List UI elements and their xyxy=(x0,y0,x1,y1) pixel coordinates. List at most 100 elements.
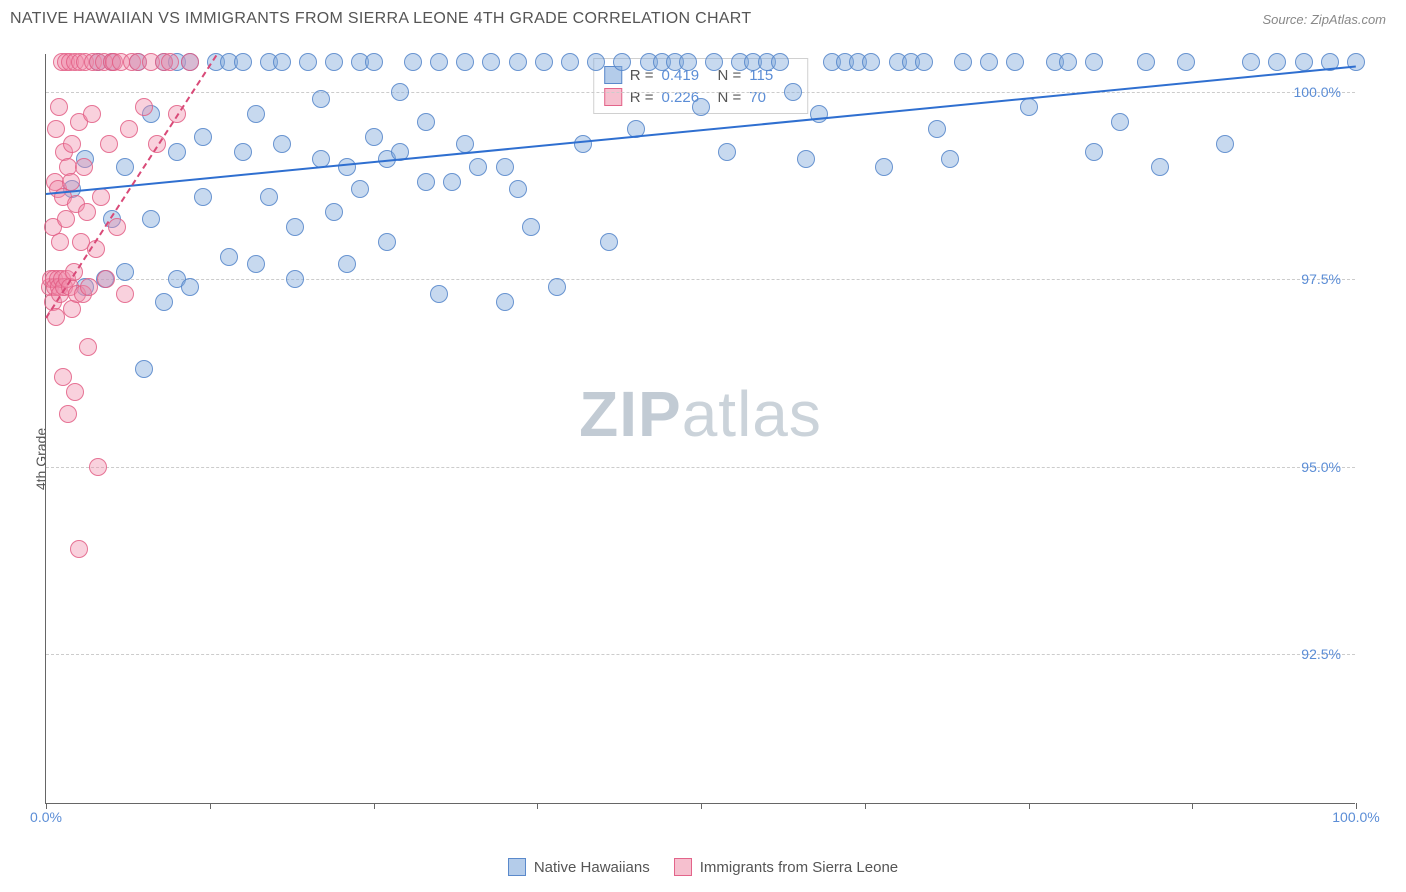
data-point xyxy=(718,143,736,161)
data-point xyxy=(181,53,199,71)
data-point xyxy=(941,150,959,168)
data-point xyxy=(1085,53,1103,71)
data-point xyxy=(79,338,97,356)
x-tick-label: 0.0% xyxy=(30,809,62,825)
data-point xyxy=(587,53,605,71)
data-point xyxy=(915,53,933,71)
series-legend: Native Hawaiians Immigrants from Sierra … xyxy=(0,858,1406,876)
chart-source: Source: ZipAtlas.com xyxy=(1262,12,1386,27)
gridline xyxy=(46,279,1355,280)
data-point xyxy=(784,83,802,101)
y-tick-label: 92.5% xyxy=(1301,646,1341,662)
chart-container: 4th Grade ZIPatlas R = 0.419 N = 115 R =… xyxy=(0,34,1406,884)
data-point xyxy=(496,158,514,176)
data-point xyxy=(59,405,77,423)
data-point xyxy=(63,135,81,153)
data-point xyxy=(142,210,160,228)
data-point xyxy=(1177,53,1195,71)
data-point xyxy=(535,53,553,71)
data-point xyxy=(1111,113,1129,131)
data-point xyxy=(116,285,134,303)
data-point xyxy=(443,173,461,191)
data-point xyxy=(1059,53,1077,71)
data-point xyxy=(62,173,80,191)
data-point xyxy=(351,180,369,198)
data-point xyxy=(561,53,579,71)
data-point xyxy=(1242,53,1260,71)
data-point xyxy=(1006,53,1024,71)
data-point xyxy=(312,90,330,108)
x-tick-mark xyxy=(210,803,211,809)
data-point xyxy=(135,98,153,116)
data-point xyxy=(78,203,96,221)
data-point xyxy=(1151,158,1169,176)
data-point xyxy=(89,458,107,476)
data-point xyxy=(299,53,317,71)
data-point xyxy=(220,248,238,266)
data-point xyxy=(875,158,893,176)
data-point xyxy=(135,360,153,378)
data-point xyxy=(509,180,527,198)
data-point xyxy=(181,278,199,296)
data-point xyxy=(679,53,697,71)
data-point xyxy=(456,53,474,71)
data-point xyxy=(247,255,265,273)
y-tick-label: 95.0% xyxy=(1301,459,1341,475)
data-point xyxy=(469,158,487,176)
gridline xyxy=(46,92,1355,93)
data-point xyxy=(116,263,134,281)
data-point xyxy=(417,113,435,131)
data-point xyxy=(862,53,880,71)
data-point xyxy=(1268,53,1286,71)
data-point xyxy=(273,53,291,71)
y-tick-label: 97.5% xyxy=(1301,271,1341,287)
data-point xyxy=(365,128,383,146)
data-point xyxy=(417,173,435,191)
data-point xyxy=(365,53,383,71)
data-point xyxy=(456,135,474,153)
data-point xyxy=(116,158,134,176)
data-point xyxy=(496,293,514,311)
data-point xyxy=(286,270,304,288)
data-point xyxy=(928,120,946,138)
gridline xyxy=(46,654,1355,655)
data-point xyxy=(705,53,723,71)
data-point xyxy=(325,203,343,221)
legend-item-blue: Native Hawaiians xyxy=(508,858,650,876)
data-point xyxy=(247,105,265,123)
data-point xyxy=(692,98,710,116)
chart-header: NATIVE HAWAIIAN VS IMMIGRANTS FROM SIERR… xyxy=(0,0,1406,34)
data-point xyxy=(391,83,409,101)
data-point xyxy=(613,53,631,71)
plot-area: ZIPatlas R = 0.419 N = 115 R = 0.226 N =… xyxy=(45,54,1355,804)
watermark-rest: atlas xyxy=(682,378,822,450)
data-point xyxy=(51,233,69,251)
x-tick-mark xyxy=(865,803,866,809)
data-point xyxy=(194,128,212,146)
data-point xyxy=(338,158,356,176)
data-point xyxy=(234,53,252,71)
swatch-pink-icon xyxy=(674,858,692,876)
data-point xyxy=(66,383,84,401)
data-point xyxy=(1295,53,1313,71)
data-point xyxy=(286,218,304,236)
data-point xyxy=(548,278,566,296)
x-tick-label: 100.0% xyxy=(1332,809,1379,825)
data-point xyxy=(1020,98,1038,116)
data-point xyxy=(1085,143,1103,161)
data-point xyxy=(482,53,500,71)
data-point xyxy=(83,105,101,123)
data-point xyxy=(155,293,173,311)
data-point xyxy=(168,143,186,161)
data-point xyxy=(338,255,356,273)
x-tick-mark xyxy=(1192,803,1193,809)
x-tick-mark xyxy=(537,803,538,809)
legend-label-pink: Immigrants from Sierra Leone xyxy=(700,859,898,876)
data-point xyxy=(97,270,115,288)
data-point xyxy=(954,53,972,71)
data-point xyxy=(120,120,138,138)
data-point xyxy=(522,218,540,236)
gridline xyxy=(46,467,1355,468)
data-point xyxy=(100,135,118,153)
data-point xyxy=(404,53,422,71)
